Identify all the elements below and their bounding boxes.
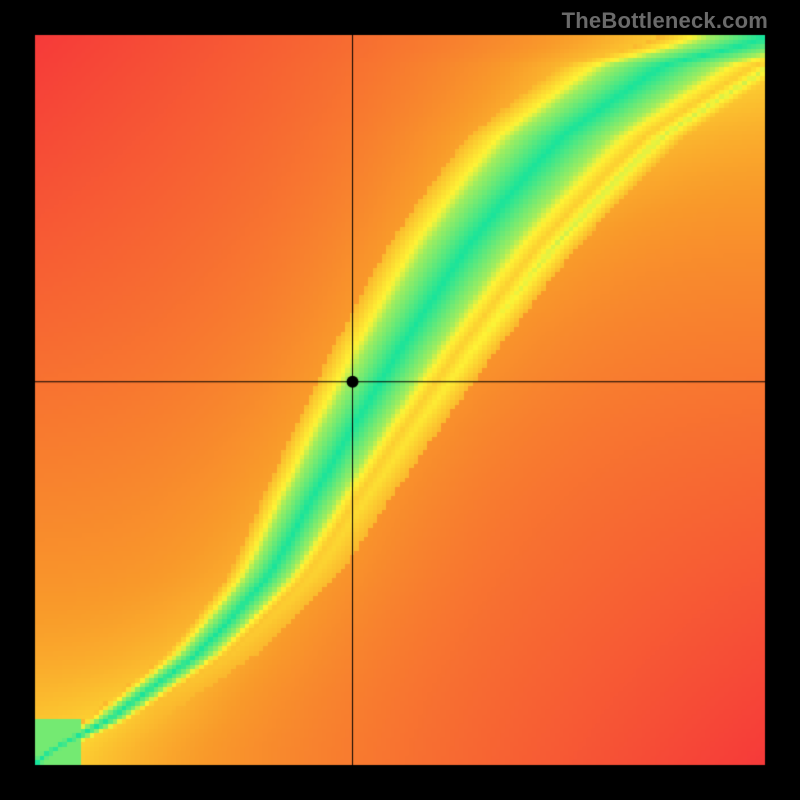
- bottleneck-heatmap: [0, 0, 800, 800]
- watermark-text: TheBottleneck.com: [562, 8, 768, 34]
